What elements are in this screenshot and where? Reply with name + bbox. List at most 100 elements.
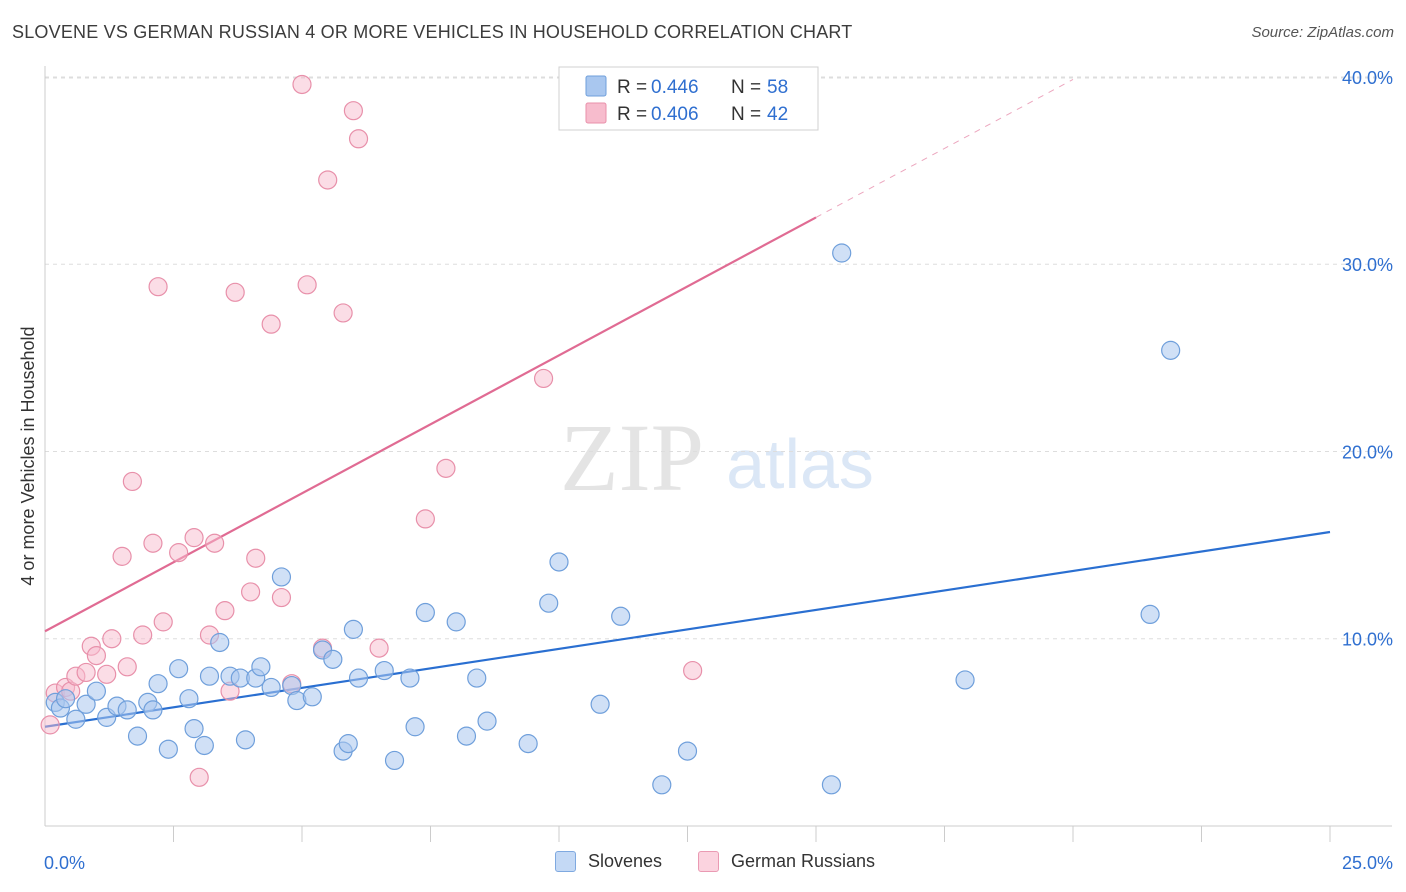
point-pink [205,533,225,553]
y-axis-label: 4 or more Vehicles in Household [18,326,38,585]
point-pink [261,314,281,334]
legend-r-value-pink: 0.406 [651,104,699,125]
trend-line-extension-pink [815,79,1074,218]
legend-item-german-russians[interactable]: German Russians [698,851,875,872]
tick-labels: 10.0% 20.0% 30.0% 40.0% 0.0% 25.0% [44,68,1393,873]
point-blue [518,734,538,754]
y-tick-label: 30.0% [1342,255,1393,275]
point-pink [343,101,363,121]
legend-label-slovenes: Slovenes [588,851,663,871]
point-pink [292,74,312,95]
point-blue [235,730,256,750]
point-pink [153,612,173,632]
point-pink [318,170,338,190]
legend-swatch-german-russians [698,851,719,872]
legend-item-slovenes[interactable]: Slovenes [555,851,662,872]
point-pink [169,543,189,563]
point-blue [400,668,420,688]
trend-line-pink [44,216,817,633]
x-tick-label: 0.0% [44,853,85,873]
trend-lines [44,79,1331,728]
point-pink [133,625,153,645]
watermark-zip: ZIP [560,404,704,511]
legend-swatch-blue [585,75,607,97]
y-tick-label: 20.0% [1342,442,1393,462]
legend-r-label-pink: R = [617,104,647,125]
point-blue [821,775,842,795]
point-pink [122,471,142,492]
point-pink [246,548,266,568]
legend-n-label-blue: N = [731,77,761,98]
point-blue [467,668,487,688]
legend-n-label-pink: N = [731,104,761,125]
point-blue [148,674,168,694]
point-blue [323,649,343,669]
point-blue [86,681,107,701]
point-pink [348,129,369,149]
point-blue [348,668,369,688]
point-blue [652,775,672,795]
point-pink [297,275,317,295]
point-blue [251,657,271,677]
point-pink [86,645,107,666]
point-pink [184,528,204,548]
point-blue [446,612,466,632]
point-pink [215,601,235,621]
point-blue [415,602,435,623]
point-pink [533,368,554,389]
point-pink [148,277,168,297]
point-pink [117,657,137,677]
point-pink [271,587,292,608]
point-blue [611,606,631,626]
point-blue [169,659,189,679]
legend-r-label-blue: R = [617,77,647,98]
point-pink [76,662,96,683]
point-blue [338,734,358,754]
point-blue [210,632,230,653]
point-pink [369,638,389,658]
point-blue [55,689,76,709]
point-blue [179,689,199,709]
point-pink [40,715,60,735]
point-blue [158,739,178,759]
point-blue [302,687,322,707]
legend-label-german-russians: German Russians [731,851,876,871]
point-pink [333,303,353,323]
legend-n-value-pink: 42 [767,104,788,125]
legend-swatch-slovenes [555,851,576,872]
point-blue [199,666,220,686]
y-tick-label: 40.0% [1342,68,1393,88]
data-points [40,74,1181,795]
point-blue [456,726,477,746]
source-label: Source: ZipAtlas.com [1251,24,1394,41]
point-pink [415,509,435,529]
point-blue [261,677,281,698]
point-pink [189,767,209,787]
point-blue [549,552,569,572]
watermark: ZIP atlas [560,404,874,511]
legend-n-value-blue: 58 [767,77,788,98]
point-blue [184,719,204,739]
point-blue [66,709,86,729]
point-pink [436,458,456,478]
point-blue [194,735,214,756]
point-pink [143,533,163,553]
point-blue [832,243,852,263]
point-blue [374,660,394,681]
chart-title: SLOVENE VS GERMAN RUSSIAN 4 OR MORE VEHI… [12,22,853,42]
point-blue [76,694,96,714]
point-pink [102,629,122,649]
point-pink [683,660,703,681]
point-blue [1161,340,1181,360]
point-blue [271,567,292,587]
point-pink [97,664,117,684]
point-pink [225,282,245,302]
point-blue [590,694,610,714]
point-blue [677,741,698,761]
trend-line-blue [44,530,1331,728]
legend-top: R = 0.446 N = 58 R = 0.406 N = 42 [558,66,819,131]
axes [44,66,1392,842]
y-tick-label: 10.0% [1342,630,1393,650]
point-blue [143,700,163,720]
